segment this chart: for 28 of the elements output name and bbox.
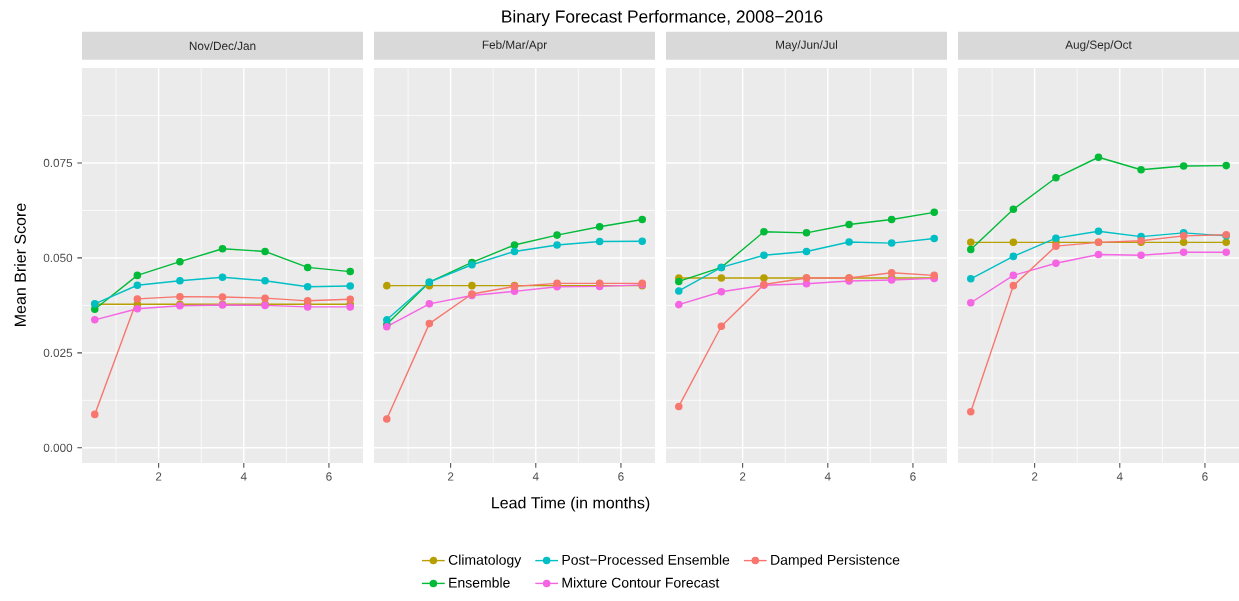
- x-tick-label: 4: [532, 472, 539, 481]
- x-tick-label: 4: [240, 472, 247, 481]
- y-tick-label: 0.075: [43, 158, 73, 168]
- text: Binary Forecast Performance, 2008−2016: [502, 9, 823, 27]
- chart-title: May/Jun/Jul: [776, 40, 838, 52]
- chart-title: Aug/Sep/Oct: [1065, 40, 1132, 52]
- legend-label: Mixture Contour Forecast: [562, 577, 720, 588]
- x-axis-title: Lead Time (in months): [492, 496, 650, 512]
- legend-label: Climatology: [448, 554, 522, 568]
- x-tick-label: 2: [739, 472, 746, 481]
- chart-title: Nov/Dec/Jan: [189, 41, 256, 51]
- x-tick-label: 2: [1031, 472, 1038, 481]
- chart-title: Feb/Mar/Apr: [482, 40, 547, 52]
- x-tick-label: 2: [447, 472, 454, 481]
- y-tick-label: 0.000: [43, 443, 73, 452]
- legend-label: Damped Persistence: [771, 554, 900, 568]
- y-tick-label: 0.050: [43, 253, 73, 263]
- legend-label: Ensemble: [449, 577, 510, 588]
- x-tick-label: 4: [824, 472, 831, 481]
- legend-label: Post−Processed Ensemble: [562, 554, 730, 565]
- y-axis-title: Mean Brier Score: [14, 203, 26, 326]
- x-tick-label: 2: [155, 472, 162, 481]
- x-tick-label: 6: [326, 472, 332, 481]
- x-tick-label: 6: [618, 472, 624, 481]
- x-tick-label: 4: [1116, 472, 1123, 481]
- y-tick-label: 0.025: [43, 348, 73, 357]
- x-tick-label: 6: [1202, 472, 1208, 481]
- x-tick-label: 6: [910, 472, 916, 481]
